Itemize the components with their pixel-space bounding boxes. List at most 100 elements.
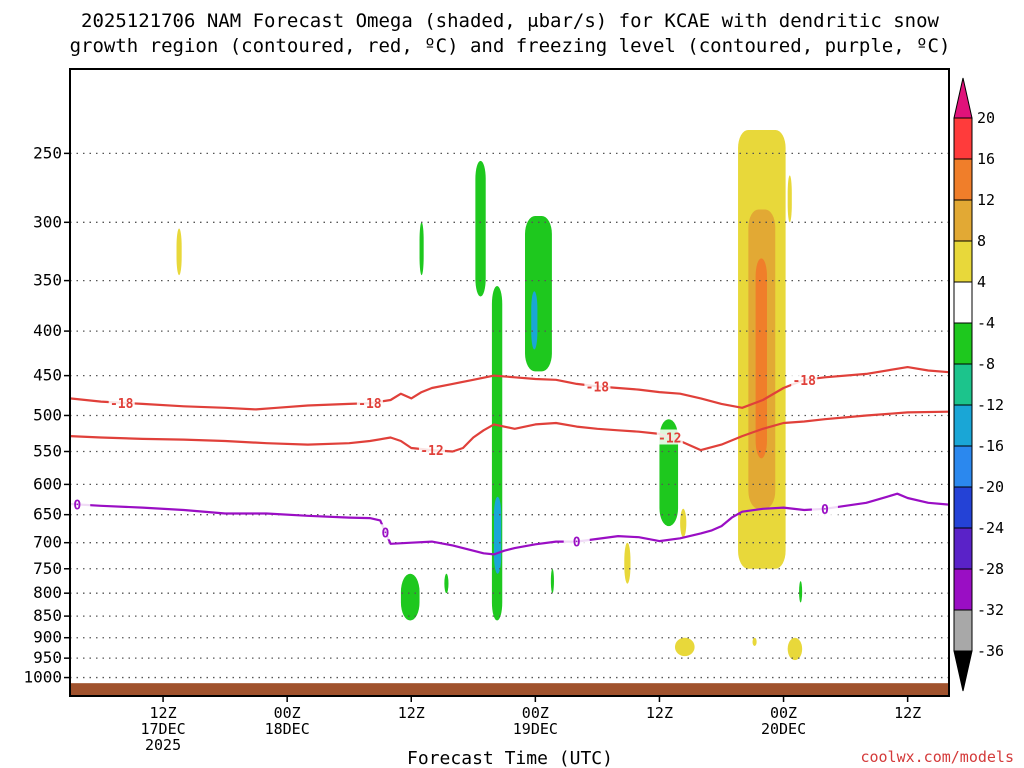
omega-region-11: [624, 542, 631, 584]
y-tick-label-650: 650: [33, 505, 62, 524]
contour-label-bg-2-3: [811, 500, 838, 516]
y-tick-label-450: 450: [33, 366, 62, 385]
x-tick-label-42-0: 00Z: [522, 704, 549, 722]
contour-label-bg-2-2: [563, 533, 590, 549]
colorbar-bin-3: [953, 240, 973, 283]
x-tick-label-18-1: 18DEC: [265, 720, 310, 738]
contour-line-1: [69, 410, 950, 453]
contour-label-1-0: -12: [420, 444, 443, 459]
credit-text: coolwx.com/models: [860, 748, 1014, 766]
chart-title-line-2: growth region (contoured, red, ºC) and f…: [70, 35, 951, 57]
omega-region-17: [674, 637, 695, 657]
colorbar-bin-12: [953, 609, 973, 652]
omega-region-18: [787, 637, 803, 661]
omega-region-6: [493, 496, 502, 574]
colorbar-tick-6: -8: [977, 355, 995, 373]
colorbar-tick-12: -32: [977, 601, 1004, 619]
contour-label-bg-1-1: [656, 429, 683, 445]
contour-label-0-3: -18: [792, 374, 816, 389]
y-axis: 250 300 350 400 450 500 550 600 650 700 750 800 850 9…: [23, 143, 70, 687]
x-tick-label-30-0: 12Z: [398, 704, 425, 722]
y-tick-label-550: 550: [33, 442, 62, 461]
omega-region-20: [799, 581, 803, 603]
colorbar: 20 16 12 8 4 -4 -8 -12 -16 -20 -24 -28 -32 -36: [953, 77, 1004, 692]
omega-region-0: [176, 228, 182, 276]
colorbar-bin-9: [953, 486, 973, 529]
omega-region-3: [525, 215, 552, 372]
x-tick-label-78-0: 12Z: [894, 704, 921, 722]
colorbar-bottom-arrow: [953, 650, 973, 692]
colorbar-bin-10: [953, 527, 973, 570]
omega-region-1: [419, 222, 424, 276]
colorbar-tick-9: -20: [977, 478, 1004, 496]
colorbar-bin-6: [953, 363, 973, 406]
contours: -18 -18 -18 -18 -12 -12 0 0 0 0: [64, 366, 950, 556]
x-tick-label-66-0: 00Z: [770, 704, 797, 722]
colorbar-bin-8: [953, 445, 973, 488]
colorbar-bin-5: [953, 322, 973, 365]
omega-region-4: [531, 291, 538, 350]
x-tick-label-54-0: 12Z: [646, 704, 673, 722]
y-tick-label-300: 300: [33, 212, 62, 231]
colorbar-tick-7: -12: [977, 396, 1004, 414]
contour-label-2-0: 0: [73, 498, 81, 513]
colorbar-tick-8: -16: [977, 437, 1004, 455]
y-tick-label-1000: 1000: [23, 668, 62, 687]
contour-label-bg-0-1: [356, 395, 383, 411]
colorbar-bin-2: [953, 199, 973, 242]
contour-label-1-1: -12: [658, 431, 681, 446]
x-tick-label-42-1: 19DEC: [513, 720, 558, 738]
colorbar-top-arrow: [953, 77, 973, 119]
omega-region-9: [550, 568, 554, 594]
plot-frame: [69, 68, 950, 697]
y-tick-label-600: 600: [33, 474, 62, 493]
colorbar-tick-1: 16: [977, 150, 995, 168]
contour-label-bg-2-1: [372, 524, 399, 540]
contour-label-bg-1-0: [418, 442, 445, 458]
x-axis-label: Forecast Time (UTC): [407, 748, 613, 768]
y-tick-label-250: 250: [33, 143, 62, 162]
omega-region-10: [659, 419, 679, 527]
y-tick-label-900: 900: [33, 628, 62, 647]
x-tick-label-18-0: 00Z: [274, 704, 301, 722]
x-tick-label-6-0: 12Z: [150, 704, 177, 722]
contour-label-2-2: 0: [573, 536, 581, 551]
colorbar-bin-0: [953, 117, 973, 160]
omega-region-16: [787, 175, 792, 223]
y-tick-label-500: 500: [33, 405, 62, 424]
omega-region-15: [755, 258, 767, 459]
colorbar-tick-5: -4: [977, 314, 995, 332]
y-tick-label-350: 350: [33, 271, 62, 290]
y-tick-label-700: 700: [33, 533, 62, 552]
contour-label-bg-0-0: [108, 394, 135, 410]
x-tick-label-6-1: 17DEC: [140, 720, 185, 738]
contour-label-0-0: -18: [110, 397, 134, 412]
colorbar-bin-1: [953, 158, 973, 201]
plot-area: -18 -18 -18 -18 -12 -12 0 0 0 0: [64, 68, 950, 697]
colorbar-tick-2: 12: [977, 191, 995, 209]
y-tick-label-850: 850: [33, 606, 62, 625]
colorbar-bin-4: [953, 281, 973, 324]
y-tick-label-800: 800: [33, 583, 62, 602]
colorbar-tick-3: 8: [977, 232, 986, 250]
colorbar-tick-11: -28: [977, 560, 1004, 578]
omega-region-19: [752, 637, 757, 647]
contour-label-2-3: 0: [821, 503, 829, 518]
omega-shading: [176, 129, 803, 661]
contour-label-0-1: -18: [358, 397, 382, 412]
contour-label-bg-0-2: [584, 378, 611, 394]
contour-label-2-1: 0: [381, 526, 389, 541]
omega-region-7: [400, 573, 420, 621]
colorbar-tick-13: -36: [977, 642, 1004, 660]
y-tick-label-750: 750: [33, 559, 62, 578]
x-tick-label-6-2: 2025: [145, 736, 181, 754]
terrain-ground: [70, 683, 949, 696]
omega-region-12: [680, 508, 687, 538]
contour-label-0-2: -18: [586, 380, 610, 395]
omega-region-8: [444, 573, 449, 594]
omega-region-2: [475, 160, 486, 297]
y-tick-label-400: 400: [33, 321, 62, 340]
colorbar-tick-0: 20: [977, 109, 995, 127]
